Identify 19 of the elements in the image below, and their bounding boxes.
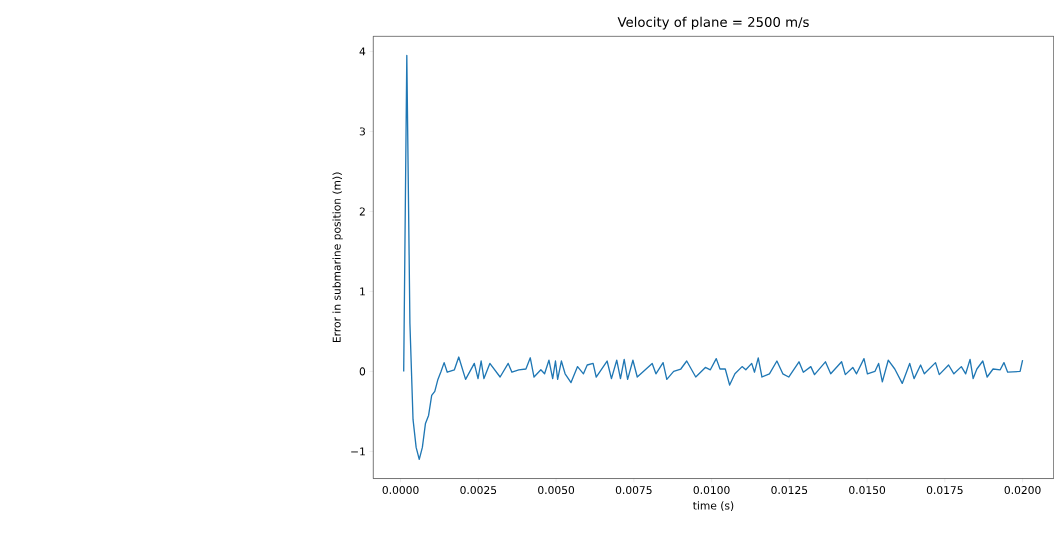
y-tick-label: 3 (359, 127, 365, 136)
x-tick-label: 0.0125 (771, 485, 808, 494)
y-axis-title: Error in submarine position (m)) (332, 172, 343, 343)
x-tick-label: 0.0075 (615, 485, 652, 494)
y-tick-label: 0 (359, 367, 366, 376)
x-tick-label: 0.0175 (926, 485, 963, 494)
line-series (403, 54, 1024, 460)
x-tick-label: 0.0025 (460, 485, 497, 494)
x-axis-title: time (s) (693, 501, 734, 511)
y-tick-label: 1 (360, 287, 365, 296)
chart-title: Velocity of plane = 2500 m/s (617, 16, 809, 30)
y-tick-label: 2 (359, 207, 365, 216)
x-tick-label: 0.0000 (382, 485, 419, 494)
y-tick-label: −1 (351, 447, 365, 456)
x-tick-label: 0.0100 (693, 485, 730, 494)
x-tick-label: 0.0150 (849, 485, 886, 494)
y-tick-label: 4 (359, 47, 366, 56)
x-tick-label: 0.0050 (538, 485, 575, 494)
x-tick-label: 0.0200 (1004, 485, 1041, 494)
